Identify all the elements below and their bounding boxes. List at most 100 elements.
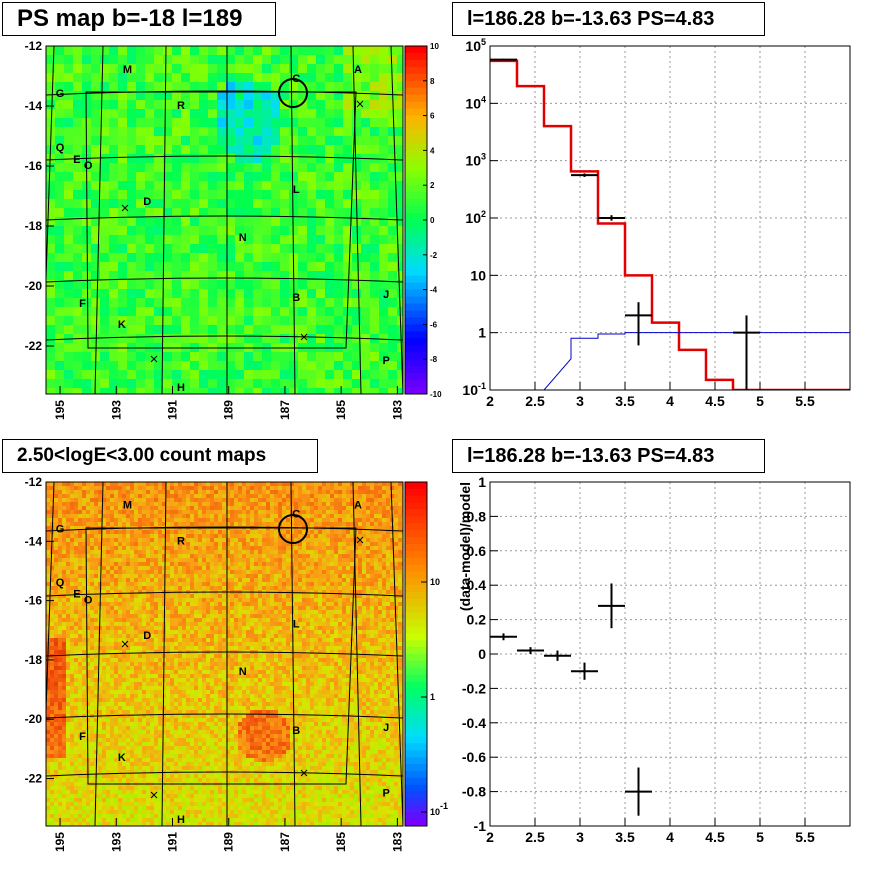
- source-label: F: [79, 731, 86, 743]
- colorbar-cell: [405, 115, 427, 124]
- x-tick-label: 189: [222, 832, 236, 852]
- colorbar-tick-label: 0: [430, 216, 435, 225]
- colorbar-cell: [405, 46, 427, 54]
- source-cross: [300, 333, 308, 341]
- colorbar-cell: [405, 709, 427, 717]
- colorbar-cell: [405, 695, 427, 703]
- y-tick-label: -22: [25, 772, 43, 786]
- colorbar-cell: [405, 819, 427, 827]
- y-tick-label: 10: [470, 267, 486, 283]
- colorbar-cell: [405, 178, 427, 186]
- colorbar-cell: [405, 310, 427, 318]
- colorbar-cell: [405, 660, 427, 669]
- colorbar-cell: [405, 359, 427, 367]
- source-label: K: [118, 752, 126, 764]
- y-tick-label: -14: [25, 99, 43, 113]
- source-label: K: [118, 319, 126, 331]
- colorbar-cell: [405, 578, 427, 586]
- colorbar-cell: [405, 80, 427, 89]
- x-tick-label: 195: [53, 400, 67, 420]
- colorbar-cell: [405, 543, 427, 552]
- y-tick-label: 103: [465, 152, 486, 169]
- colorbar-cell: [405, 157, 427, 165]
- count-panel: 195 193 191 189 187 185 183 -12 -14 -16 -18 -20 -22 M…: [25, 475, 448, 852]
- y-tick-label: 104: [465, 94, 486, 111]
- source-label: R: [177, 100, 185, 112]
- colorbar-cell: [405, 681, 427, 689]
- colorbar-cell: [405, 366, 427, 374]
- source-label: E: [73, 589, 80, 601]
- colorbar-cell: [405, 550, 427, 559]
- colorbar-tick-label: -2: [430, 251, 438, 260]
- colorbar-cell: [405, 777, 427, 786]
- colorbar-cell: [405, 59, 427, 68]
- colorbar-cell: [405, 150, 427, 158]
- x-tick-label: 4: [666, 393, 674, 409]
- colorbar-cell: [405, 743, 427, 751]
- colorbar-cell: [405, 282, 427, 291]
- colorbar-cell: [405, 296, 427, 305]
- source-label: J: [383, 722, 389, 734]
- colorbar-cell: [405, 598, 427, 607]
- ps-gridlines: [46, 46, 403, 394]
- x-tick-label: 5: [756, 393, 764, 409]
- background-step-line: [543, 332, 850, 390]
- colorbar-cell: [405, 557, 427, 566]
- colorbar-tick-label: 1: [430, 692, 435, 702]
- colorbar-cell: [405, 275, 427, 284]
- colorbar-cell: [405, 605, 427, 614]
- colorbar-cell: [405, 192, 427, 200]
- source-label: A: [354, 500, 362, 512]
- colorbar-cell: [405, 233, 427, 242]
- x-tick-label: 2.5: [525, 829, 545, 845]
- colorbar-tick-label: -6: [430, 320, 438, 329]
- source-label: N: [239, 232, 247, 244]
- colorbar-cell: [405, 633, 427, 641]
- x-tick-label: 4.5: [705, 829, 725, 845]
- colorbar-cell: [405, 764, 427, 772]
- colorbar-cell: [405, 805, 427, 813]
- colorbar-cell: [405, 702, 427, 710]
- colorbar-tick-label: 8: [430, 77, 435, 86]
- colorbar-cell: [405, 122, 427, 131]
- colorbar-cell: [405, 722, 427, 731]
- colorbar-cell: [405, 143, 427, 151]
- colorbar-cell: [405, 654, 427, 662]
- colorbar-cell: [405, 530, 427, 538]
- y-tick-label: 10-1: [462, 381, 486, 398]
- colorbar-cell: [405, 331, 427, 339]
- colorbar-tick-label: 6: [430, 112, 435, 121]
- colorbar-cell: [405, 185, 427, 193]
- source-label: N: [239, 666, 247, 678]
- colorbar-cell: [405, 220, 427, 228]
- colorbar-tick-label: -8: [430, 355, 438, 364]
- x-tick-label: 191: [165, 400, 179, 420]
- source-label: J: [383, 289, 389, 301]
- colorbar-cell: [405, 640, 427, 648]
- source-label: M: [123, 64, 132, 76]
- source-label: Q: [56, 577, 65, 589]
- source-label: H: [177, 382, 185, 394]
- x-tick-label: 193: [109, 400, 123, 420]
- colorbar-tick-label: -10: [430, 390, 442, 399]
- x-tick-label: 187: [278, 832, 292, 852]
- source-label: O: [84, 160, 93, 172]
- ps-cells: [46, 46, 403, 394]
- colorbar-cell: [405, 571, 427, 579]
- y-tick-label: 0: [478, 646, 486, 662]
- source-label: L: [293, 184, 300, 196]
- count-cells: [46, 482, 403, 826]
- colorbar-cell: [405, 345, 427, 353]
- colorbar-cell: [405, 812, 427, 820]
- count-map-title: 2.50<logE<3.00 count maps: [2, 439, 318, 473]
- colorbar-cell: [405, 387, 427, 395]
- source-cross: [356, 100, 364, 108]
- source-cross: [356, 536, 364, 544]
- colorbar-cell: [405, 564, 427, 572]
- y-tick-label: -0.6: [462, 749, 486, 765]
- x-tick-label: 4.5: [705, 393, 725, 409]
- colorbar-cell: [405, 247, 427, 256]
- source-label: E: [73, 154, 80, 166]
- colorbar-tick-label: 10: [430, 577, 440, 587]
- colorbar-cell: [405, 750, 427, 758]
